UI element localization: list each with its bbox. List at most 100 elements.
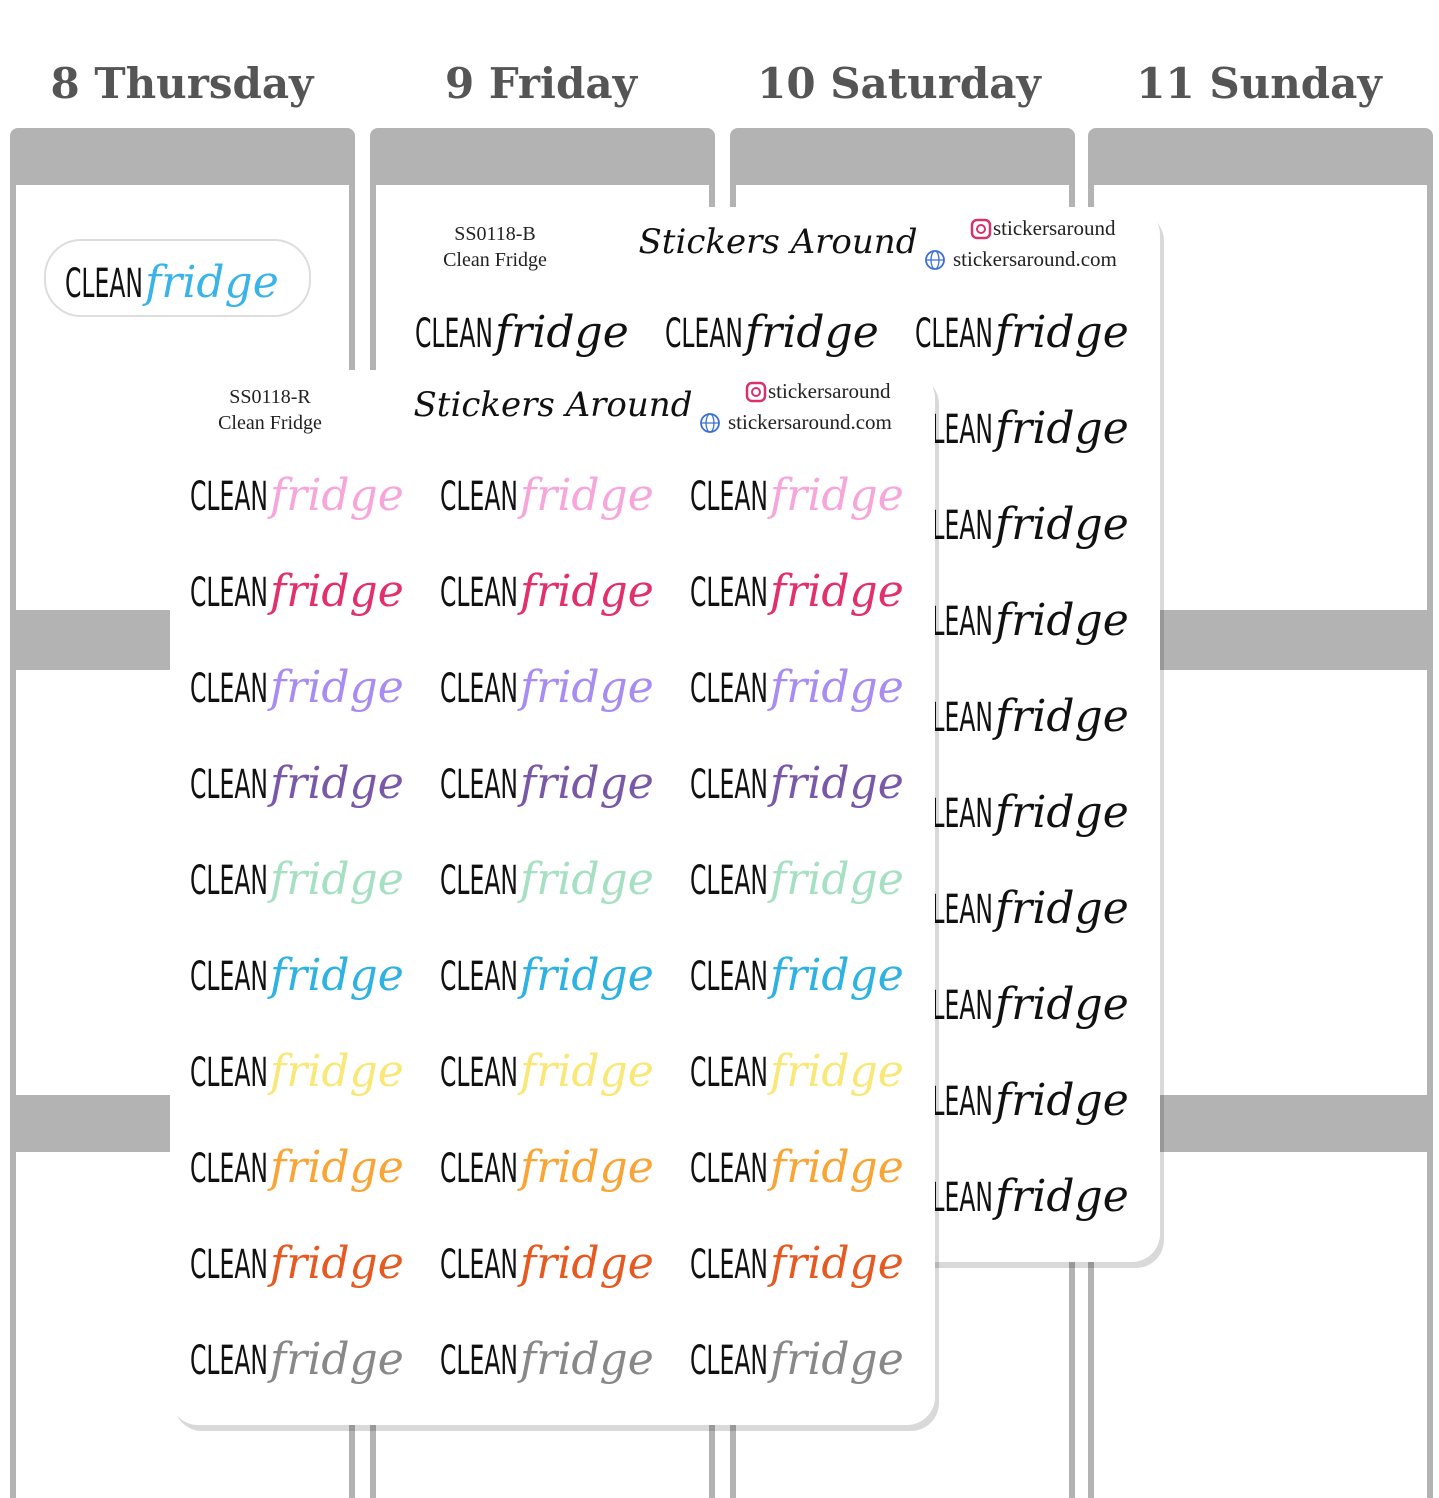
sticker-clean: CLEAN xyxy=(440,762,518,808)
sticker-clean: CLEAN xyxy=(415,311,493,357)
sticker-clean: CLEAN xyxy=(190,1050,268,1096)
sticker-clean: CLEAN xyxy=(690,858,768,904)
instagram-icon xyxy=(751,387,761,397)
sheet-name: Clean Fridge xyxy=(443,249,547,271)
sticker: CLEANfridge xyxy=(440,758,654,809)
sticker-fridge: fridge xyxy=(267,854,404,905)
sticker: CLEANfridge xyxy=(440,1238,654,1289)
sticker: CLEANfridge xyxy=(915,1171,1129,1222)
sticker: CLEANfridge xyxy=(915,307,1129,358)
sticker-fridge: fridge xyxy=(267,1334,404,1385)
sticker-clean: CLEAN xyxy=(190,1338,268,1384)
sticker-text: CLEANfridge xyxy=(915,691,1129,742)
sticker: CLEANfridge xyxy=(915,883,1129,934)
sticker-text: CLEANfridge xyxy=(915,1171,1129,1222)
sticker-text: CLEANfridge xyxy=(690,758,904,809)
sticker-clean: CLEAN xyxy=(190,1146,268,1192)
sticker-clean: CLEAN xyxy=(690,570,768,616)
sticker-text: CLEANfridge xyxy=(440,1142,654,1193)
day-headers: 8 Thursday 9 Friday 10 Saturday 11 Sunday xyxy=(51,59,1384,108)
sticker-text: CLEANfridge xyxy=(690,950,904,1001)
sticker-fridge: fridge xyxy=(767,470,904,521)
sticker-text: CLEANfridge xyxy=(190,1046,404,1097)
sticker-fridge: fridge xyxy=(142,257,279,308)
sticker-fridge: fridge xyxy=(767,1334,904,1385)
sticker-text: CLEANfridge xyxy=(915,883,1129,934)
sticker-sheet: SS0118-R Clean Fridge Stickers Around stick… xyxy=(170,370,939,1431)
sticker: CLEANfridge xyxy=(915,787,1129,838)
sticker-fridge: fridge xyxy=(517,854,654,905)
sticker-clean: CLEAN xyxy=(440,570,518,616)
sticker-fridge: fridge xyxy=(267,950,404,1001)
loose-sticker: CLEANfridge xyxy=(44,239,311,317)
sticker: CLEANfridge xyxy=(440,470,654,521)
sticker-clean: CLEAN xyxy=(440,858,518,904)
sticker-clean: CLEAN xyxy=(190,1242,268,1288)
sticker: CLEANfridge xyxy=(190,758,404,809)
sticker-text: CLEANfridge xyxy=(915,979,1129,1030)
sticker-text: CLEANfridge xyxy=(440,1046,654,1097)
sticker: CLEANfridge xyxy=(65,257,279,308)
day-header: 11 Sunday xyxy=(1136,59,1383,108)
sticker: CLEANfridge xyxy=(440,1046,654,1097)
sticker: CLEANfridge xyxy=(440,1334,654,1385)
sticker-clean: CLEAN xyxy=(665,311,743,357)
sticker-clean: CLEAN xyxy=(690,954,768,1000)
sticker-text: CLEANfridge xyxy=(915,403,1129,454)
sticker-fridge: fridge xyxy=(267,1142,404,1193)
sticker-fridge: fridge xyxy=(767,854,904,905)
sticker: CLEANfridge xyxy=(690,1142,904,1193)
sticker: CLEANfridge xyxy=(440,950,654,1001)
sticker-text: CLEANfridge xyxy=(690,1334,904,1385)
sticker-clean: CLEAN xyxy=(690,666,768,712)
sticker-fridge: fridge xyxy=(267,470,404,521)
sticker-text: CLEANfridge xyxy=(915,1075,1129,1126)
sticker-clean: CLEAN xyxy=(440,1050,518,1096)
day-header: 8 Thursday xyxy=(51,59,316,108)
sticker-clean: CLEAN xyxy=(915,311,993,357)
sticker: CLEANfridge xyxy=(915,403,1129,454)
sticker-clean: CLEAN xyxy=(440,1242,518,1288)
sheet-instagram: stickersaround xyxy=(993,216,1116,240)
sticker: CLEANfridge xyxy=(690,566,904,617)
sticker-text: CLEANfridge xyxy=(690,662,904,713)
sticker: CLEANfridge xyxy=(690,662,904,713)
sticker: CLEANfridge xyxy=(690,950,904,1001)
sticker-text: CLEANfridge xyxy=(190,470,404,521)
sticker-text: CLEANfridge xyxy=(190,1142,404,1193)
sticker-clean: CLEAN xyxy=(440,954,518,1000)
sticker-text: CLEANfridge xyxy=(440,662,654,713)
sticker-text: CLEANfridge xyxy=(690,566,904,617)
sticker-text: CLEANfridge xyxy=(190,854,404,905)
sticker-fridge: fridge xyxy=(992,883,1129,934)
sticker-fridge: fridge xyxy=(517,1334,654,1385)
sheet-website: stickersaround.com xyxy=(953,247,1117,271)
sticker-text: CLEANfridge xyxy=(690,1142,904,1193)
day-header: 10 Saturday xyxy=(757,59,1042,108)
instagram-icon xyxy=(745,381,767,403)
sticker-fridge: fridge xyxy=(767,1046,904,1097)
sticker-fridge: fridge xyxy=(267,1238,404,1289)
sticker-text: CLEANfridge xyxy=(915,595,1129,646)
sticker-fridge: fridge xyxy=(492,307,629,358)
sticker-text: CLEANfridge xyxy=(190,758,404,809)
sticker-fridge: fridge xyxy=(517,950,654,1001)
sticker-backing xyxy=(44,239,311,317)
sticker: CLEANfridge xyxy=(190,470,404,521)
sticker-text: CLEANfridge xyxy=(690,470,904,521)
instagram-icon xyxy=(976,224,986,234)
sticker-sheets: SS0118-B Clean Fridge Stickers Around stick… xyxy=(170,207,1164,1431)
sticker: CLEANfridge xyxy=(440,854,654,905)
sticker-fridge: fridge xyxy=(992,691,1129,742)
sticker-fridge: fridge xyxy=(767,662,904,713)
sticker-fridge: fridge xyxy=(767,1238,904,1289)
sticker: CLEANfridge xyxy=(190,950,404,1001)
sticker-text: CLEANfridge xyxy=(190,950,404,1001)
sticker-text: CLEANfridge xyxy=(440,470,654,521)
sticker: CLEANfridge xyxy=(690,1334,904,1385)
sticker-fridge: fridge xyxy=(267,566,404,617)
sticker-text: CLEANfridge xyxy=(440,950,654,1001)
sticker: CLEANfridge xyxy=(915,595,1129,646)
sheet-instagram: stickersaround xyxy=(768,379,891,403)
sticker-fridge: fridge xyxy=(742,307,879,358)
